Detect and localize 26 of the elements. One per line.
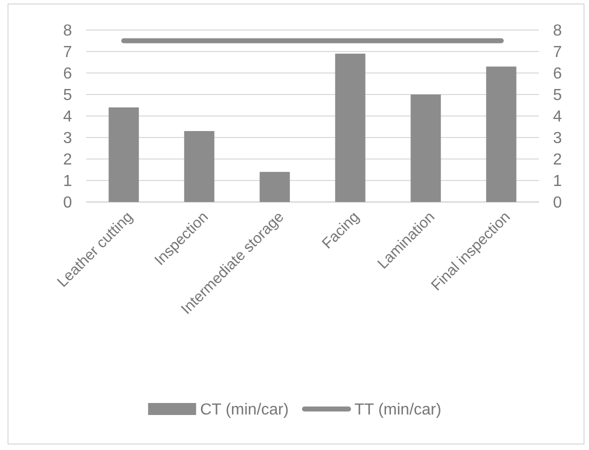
y2-tick-label: 5 bbox=[553, 87, 562, 104]
legend-label: TT (min/car) bbox=[354, 402, 442, 419]
legend-label: CT (min/car) bbox=[200, 402, 289, 419]
y2-tick-label: 8 bbox=[553, 22, 562, 40]
y-tick-label: 7 bbox=[63, 44, 72, 62]
y-tick-label: 5 bbox=[63, 87, 72, 104]
y2-tick-label: 4 bbox=[553, 108, 562, 126]
y2-tick-label: 6 bbox=[553, 66, 562, 83]
y2-tick-label: 3 bbox=[553, 130, 562, 148]
y-tick-label: 1 bbox=[63, 173, 72, 190]
y-tick-label: 0 bbox=[63, 194, 72, 212]
y2-tick-label: 2 bbox=[553, 152, 562, 169]
y2-tick-label: 7 bbox=[553, 44, 562, 62]
bar bbox=[335, 54, 366, 202]
y-tick-label: 8 bbox=[63, 22, 72, 40]
y-tick-label: 2 bbox=[63, 152, 72, 169]
y2-tick-label: 1 bbox=[553, 173, 562, 190]
bar bbox=[260, 172, 290, 202]
bar bbox=[486, 66, 516, 202]
y-tick-label: 6 bbox=[63, 66, 72, 83]
y2-tick-label: 0 bbox=[553, 194, 562, 212]
bar bbox=[184, 131, 214, 202]
bar bbox=[108, 107, 139, 202]
bar bbox=[410, 94, 441, 202]
y-tick-label: 3 bbox=[63, 130, 72, 148]
y-tick-label: 4 bbox=[63, 108, 72, 126]
